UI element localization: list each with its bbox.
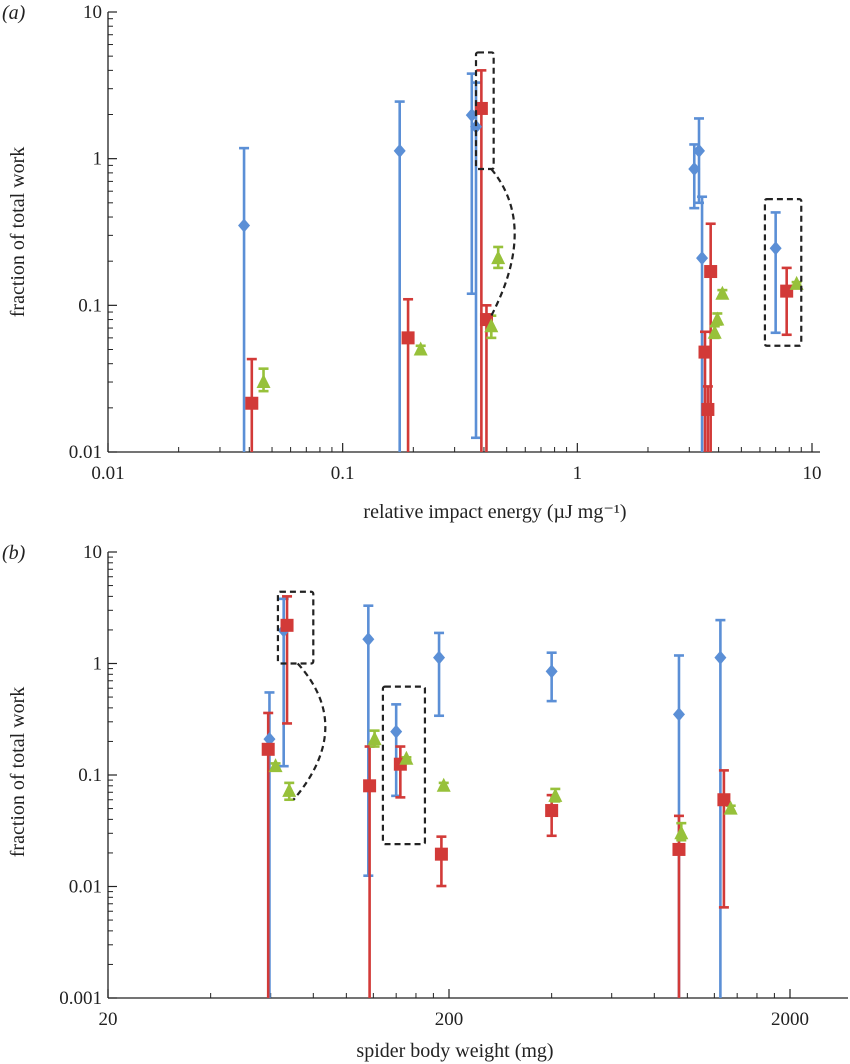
panel-a-triangle-point bbox=[710, 311, 725, 326]
panel-b-y-axis-label: fraction of total work bbox=[7, 687, 29, 858]
panel-a-diamond-point bbox=[693, 143, 706, 158]
panel-b-label: (b) bbox=[2, 542, 26, 564]
panel-a-x-axis-label: relative impact energy (µJ mg⁻¹) bbox=[363, 501, 626, 523]
panel-b-y-tick-label: 10 bbox=[83, 542, 102, 563]
panel-b-triangle-point bbox=[399, 750, 414, 765]
panel-a-square-point bbox=[245, 396, 259, 410]
panel-a-x-tick-label: 0.1 bbox=[331, 463, 355, 484]
panel-a-x-tick-label: 0.01 bbox=[91, 463, 124, 484]
panel-b-y-tick-label: 0.001 bbox=[59, 988, 102, 1009]
panel-a-square-point bbox=[704, 265, 718, 279]
panel-a-triangle-point bbox=[715, 285, 730, 300]
panel-b-highlight-box bbox=[381, 685, 427, 846]
panel-a-diamond-point bbox=[393, 143, 406, 158]
panel-b-square-point bbox=[717, 793, 731, 807]
panel-b-triangle-point bbox=[436, 777, 451, 792]
panel-a-diamond-point bbox=[238, 218, 251, 233]
panel-b-connector-curve bbox=[292, 662, 327, 801]
panel-a-diamond-point bbox=[769, 241, 782, 256]
panel-a-y-tick-label: 10 bbox=[83, 2, 102, 23]
panel-a-square-point bbox=[474, 101, 488, 115]
panel-a-y-tick-label: 0.01 bbox=[69, 442, 102, 463]
panel-b-y-tick-label: 1 bbox=[93, 654, 103, 675]
panel-b-chart: (b) spider body weight (mg) fraction of … bbox=[2, 542, 848, 1062]
panel-a-square-point bbox=[701, 402, 715, 416]
panel-b-triangle-point bbox=[548, 787, 563, 802]
panel-a-diamond-point bbox=[465, 108, 478, 123]
panel-a-y-tick-label: 1 bbox=[93, 149, 103, 170]
panel-b-x-axis-label: spider body weight (mg) bbox=[356, 1040, 553, 1062]
panel-b-triangle-point bbox=[367, 731, 382, 746]
panel-a-triangle-point bbox=[491, 250, 506, 265]
panel-b-square-point bbox=[434, 847, 448, 861]
panel-b-y-tick-label: 0.01 bbox=[69, 877, 102, 898]
panel-b-triangle-point bbox=[674, 825, 689, 840]
panel-b-diamond-point bbox=[714, 650, 727, 665]
panel-b-x-tick-label: 200 bbox=[435, 1009, 464, 1030]
panel-b-x-tick-label: 20 bbox=[99, 1009, 118, 1030]
panel-b-square-point bbox=[363, 779, 377, 793]
panel-b-y-tick-label: 0.1 bbox=[78, 765, 102, 786]
panel-a-triangle-point bbox=[484, 318, 499, 333]
panel-a-diamond-point bbox=[470, 119, 483, 134]
panel-b-diamond-point bbox=[433, 650, 446, 665]
panel-a-highlight-box bbox=[474, 51, 495, 171]
panel-a-square-point bbox=[780, 284, 794, 298]
panel-b-square-point bbox=[672, 842, 686, 856]
panel-a-y-axis-label: fraction of total work bbox=[7, 147, 29, 318]
panel-a-y-tick-label: 0.1 bbox=[78, 295, 102, 316]
panel-a-square-point bbox=[698, 345, 712, 359]
panel-a-connector-curve bbox=[490, 168, 516, 317]
panel-b-diamond-point bbox=[263, 732, 276, 747]
panel-a-highlight-box bbox=[763, 198, 803, 347]
panel-b-triangle-point bbox=[723, 800, 738, 815]
panel-b-diamond-point bbox=[390, 724, 403, 739]
panel-a-triangle-point bbox=[707, 324, 722, 339]
panel-a-x-tick-label: 10 bbox=[803, 463, 822, 484]
panel-a-diamond-point bbox=[688, 162, 701, 177]
panel-b-square-point bbox=[261, 742, 275, 756]
panel-a-label: (a) bbox=[2, 2, 26, 24]
panel-a-triangle-point bbox=[789, 275, 804, 290]
panel-a-x-tick-label: 1 bbox=[573, 463, 583, 484]
panel-b-diamond-point bbox=[362, 632, 375, 647]
panel-b-diamond-point bbox=[545, 664, 558, 679]
panel-a-triangle-point bbox=[256, 374, 271, 389]
panel-b-square-point bbox=[280, 618, 294, 632]
panel-b-triangle-point bbox=[268, 758, 283, 773]
panel-a-square-point bbox=[401, 331, 415, 345]
panel-a-triangle-point bbox=[413, 341, 428, 356]
panel-a-chart: (a) relative impact energy (µJ mg⁻¹) fra… bbox=[2, 2, 822, 523]
panel-b-highlight-box bbox=[276, 590, 315, 665]
panel-b-diamond-point bbox=[672, 707, 685, 722]
panel-b-triangle-point bbox=[282, 782, 297, 797]
panel-b-square-point bbox=[545, 804, 559, 818]
panel-b-x-tick-label: 2000 bbox=[771, 1009, 809, 1030]
panel-a-diamond-point bbox=[696, 251, 709, 266]
